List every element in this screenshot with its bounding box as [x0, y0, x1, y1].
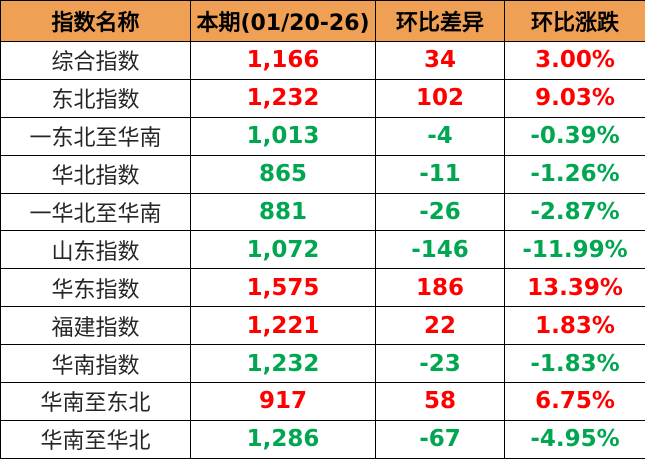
- cell-period-change-percent: 13.39%: [505, 269, 645, 307]
- cell-current-value: 1,575: [191, 269, 376, 307]
- cell-current-value: 1,072: [191, 231, 376, 269]
- cell-period-change-percent: -4.95%: [505, 420, 645, 458]
- cell-period-difference: 58: [376, 383, 505, 421]
- cell-index-name: 山东指数: [1, 231, 191, 269]
- cell-current-value: 881: [191, 193, 376, 231]
- cell-period-difference: -23: [376, 345, 505, 383]
- cell-current-value: 865: [191, 155, 376, 193]
- cell-index-name: 东北指数: [1, 79, 191, 117]
- cell-period-difference: -67: [376, 420, 505, 458]
- column-header-pct: 环比涨跌: [505, 1, 645, 42]
- table-header: 指数名称 本期(01/20-26) 环比差异 环比涨跌: [1, 1, 645, 42]
- cell-period-difference: -26: [376, 193, 505, 231]
- cell-period-difference: 102: [376, 79, 505, 117]
- cell-index-name: 华南指数: [1, 345, 191, 383]
- column-header-name: 指数名称: [1, 1, 191, 42]
- cell-period-difference: 22: [376, 307, 505, 345]
- cell-index-name: 华东指数: [1, 269, 191, 307]
- cell-index-name: 综合指数: [1, 42, 191, 80]
- cell-current-value: 917: [191, 383, 376, 421]
- column-header-current: 本期(01/20-26): [191, 1, 376, 42]
- cell-current-value: 1,166: [191, 42, 376, 80]
- cell-period-change-percent: 6.75%: [505, 383, 645, 421]
- cell-period-change-percent: -2.87%: [505, 193, 645, 231]
- cell-current-value: 1,221: [191, 307, 376, 345]
- cell-index-name: 华南至东北: [1, 383, 191, 421]
- cell-current-value: 1,286: [191, 420, 376, 458]
- cell-current-value: 1,232: [191, 79, 376, 117]
- cell-period-change-percent: -1.26%: [505, 155, 645, 193]
- column-header-diff: 环比差异: [376, 1, 505, 42]
- cell-period-change-percent: -1.83%: [505, 345, 645, 383]
- cell-period-difference: -11: [376, 155, 505, 193]
- cell-period-change-percent: -11.99%: [505, 231, 645, 269]
- cell-period-change-percent: 9.03%: [505, 79, 645, 117]
- cell-period-change-percent: -0.39%: [505, 117, 645, 155]
- cell-period-difference: -146: [376, 231, 505, 269]
- cell-index-name: 福建指数: [1, 307, 191, 345]
- header-row: 指数名称 本期(01/20-26) 环比差异 环比涨跌: [1, 1, 645, 42]
- cell-period-difference: 34: [376, 42, 505, 80]
- cell-current-value: 1,013: [191, 117, 376, 155]
- cell-current-value: 1,232: [191, 345, 376, 383]
- cell-index-name: 华北指数: [1, 155, 191, 193]
- cell-period-change-percent: 3.00%: [505, 42, 645, 80]
- cell-index-name: 华南至华北: [1, 420, 191, 458]
- cell-index-name: 一东北至华南: [1, 117, 191, 155]
- cell-period-difference: 186: [376, 269, 505, 307]
- cell-period-change-percent: 1.83%: [505, 307, 645, 345]
- cell-index-name: 一华北至华南: [1, 193, 191, 231]
- cell-period-difference: -4: [376, 117, 505, 155]
